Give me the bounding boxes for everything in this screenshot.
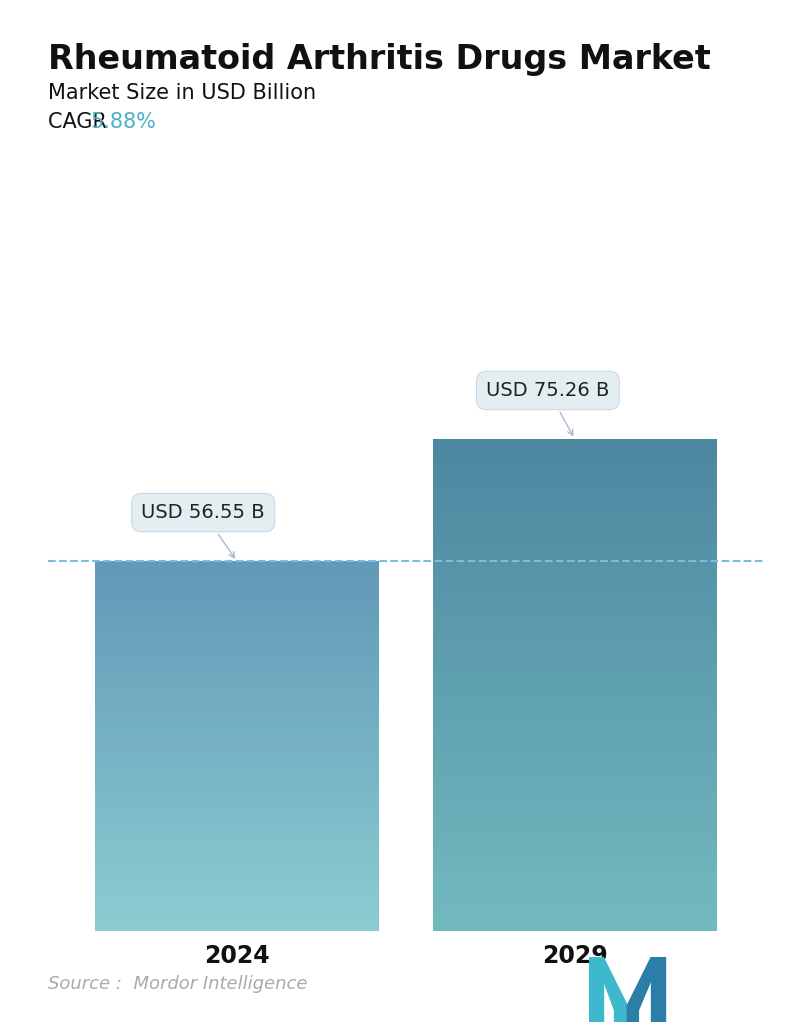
- Text: Source :  Mordor Intelligence: Source : Mordor Intelligence: [48, 975, 307, 993]
- Bar: [589, 957, 603, 1022]
- Text: CAGR: CAGR: [48, 112, 113, 131]
- Text: 5.88%: 5.88%: [90, 112, 156, 131]
- Text: Market Size in USD Billion: Market Size in USD Billion: [48, 83, 316, 102]
- Text: USD 75.26 B: USD 75.26 B: [486, 381, 610, 435]
- Text: USD 56.55 B: USD 56.55 B: [142, 504, 265, 557]
- Text: Rheumatoid Arthritis Drugs Market: Rheumatoid Arthritis Drugs Market: [48, 43, 711, 77]
- Polygon shape: [627, 957, 651, 1022]
- Polygon shape: [603, 957, 627, 1022]
- Bar: [651, 957, 665, 1022]
